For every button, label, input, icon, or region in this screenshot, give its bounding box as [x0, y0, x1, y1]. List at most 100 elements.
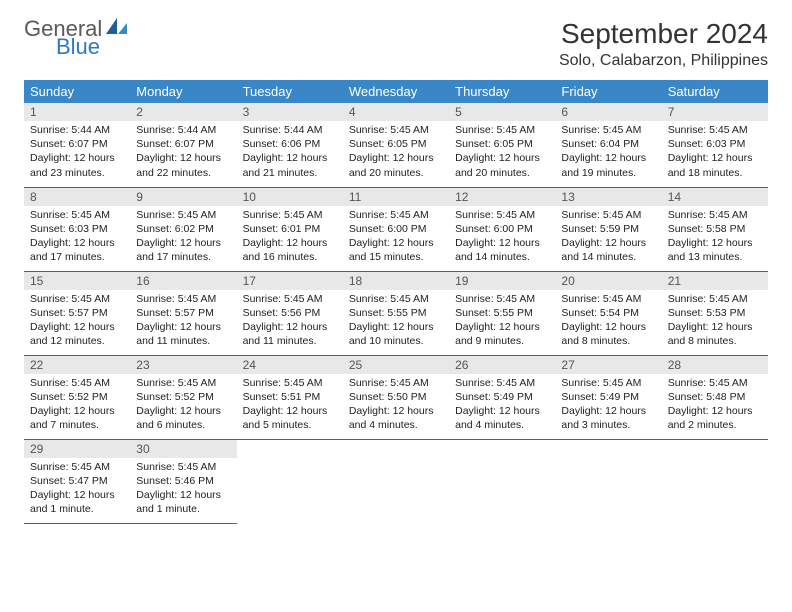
calendar-cell: 10Sunrise: 5:45 AMSunset: 6:01 PMDayligh…	[237, 187, 343, 271]
title-block: September 2024 Solo, Calabarzon, Philipp…	[559, 18, 768, 70]
calendar-row: 29Sunrise: 5:45 AMSunset: 5:47 PMDayligh…	[24, 439, 768, 523]
calendar-row: 1Sunrise: 5:44 AMSunset: 6:07 PMDaylight…	[24, 103, 768, 187]
day-number: 13	[555, 188, 661, 206]
calendar-cell: 25Sunrise: 5:45 AMSunset: 5:50 PMDayligh…	[343, 355, 449, 439]
calendar-cell	[449, 439, 555, 523]
calendar-cell: 13Sunrise: 5:45 AMSunset: 5:59 PMDayligh…	[555, 187, 661, 271]
day-content: Sunrise: 5:45 AMSunset: 6:00 PMDaylight:…	[343, 206, 449, 271]
day-number: 10	[237, 188, 343, 206]
day-number: 8	[24, 188, 130, 206]
calendar-cell: 21Sunrise: 5:45 AMSunset: 5:53 PMDayligh…	[662, 271, 768, 355]
day-content: Sunrise: 5:45 AMSunset: 5:51 PMDaylight:…	[237, 374, 343, 439]
day-number: 11	[343, 188, 449, 206]
calendar-cell: 30Sunrise: 5:45 AMSunset: 5:46 PMDayligh…	[130, 439, 236, 523]
day-content: Sunrise: 5:45 AMSunset: 5:55 PMDaylight:…	[449, 290, 555, 355]
day-number: 14	[662, 188, 768, 206]
day-number: 12	[449, 188, 555, 206]
day-number: 26	[449, 356, 555, 374]
day-content: Sunrise: 5:45 AMSunset: 6:02 PMDaylight:…	[130, 206, 236, 271]
day-number: 3	[237, 103, 343, 121]
day-number: 15	[24, 272, 130, 290]
location: Solo, Calabarzon, Philippines	[559, 52, 768, 70]
weekday-header: Wednesday	[343, 80, 449, 103]
calendar-cell: 15Sunrise: 5:45 AMSunset: 5:57 PMDayligh…	[24, 271, 130, 355]
day-number: 18	[343, 272, 449, 290]
logo-text-blue: Blue	[56, 36, 100, 58]
calendar-table: SundayMondayTuesdayWednesdayThursdayFrid…	[24, 80, 768, 524]
weekday-header: Sunday	[24, 80, 130, 103]
calendar-cell: 6Sunrise: 5:45 AMSunset: 6:04 PMDaylight…	[555, 103, 661, 187]
calendar-cell	[662, 439, 768, 523]
calendar-cell: 27Sunrise: 5:45 AMSunset: 5:49 PMDayligh…	[555, 355, 661, 439]
calendar-cell: 18Sunrise: 5:45 AMSunset: 5:55 PMDayligh…	[343, 271, 449, 355]
calendar-cell	[555, 439, 661, 523]
day-content: Sunrise: 5:45 AMSunset: 5:52 PMDaylight:…	[130, 374, 236, 439]
day-content: Sunrise: 5:45 AMSunset: 5:54 PMDaylight:…	[555, 290, 661, 355]
day-number: 21	[662, 272, 768, 290]
day-content: Sunrise: 5:45 AMSunset: 5:49 PMDaylight:…	[449, 374, 555, 439]
day-number: 20	[555, 272, 661, 290]
day-number: 22	[24, 356, 130, 374]
day-content: Sunrise: 5:45 AMSunset: 5:46 PMDaylight:…	[130, 458, 236, 523]
day-content: Sunrise: 5:44 AMSunset: 6:07 PMDaylight:…	[130, 121, 236, 186]
day-content: Sunrise: 5:45 AMSunset: 5:47 PMDaylight:…	[24, 458, 130, 523]
day-number: 1	[24, 103, 130, 121]
calendar-row: 8Sunrise: 5:45 AMSunset: 6:03 PMDaylight…	[24, 187, 768, 271]
weekday-header-row: SundayMondayTuesdayWednesdayThursdayFrid…	[24, 80, 768, 103]
calendar-cell: 12Sunrise: 5:45 AMSunset: 6:00 PMDayligh…	[449, 187, 555, 271]
day-content: Sunrise: 5:45 AMSunset: 5:55 PMDaylight:…	[343, 290, 449, 355]
calendar-cell: 2Sunrise: 5:44 AMSunset: 6:07 PMDaylight…	[130, 103, 236, 187]
calendar-cell: 4Sunrise: 5:45 AMSunset: 6:05 PMDaylight…	[343, 103, 449, 187]
day-content: Sunrise: 5:45 AMSunset: 5:57 PMDaylight:…	[24, 290, 130, 355]
calendar-cell: 9Sunrise: 5:45 AMSunset: 6:02 PMDaylight…	[130, 187, 236, 271]
calendar-cell: 1Sunrise: 5:44 AMSunset: 6:07 PMDaylight…	[24, 103, 130, 187]
day-content: Sunrise: 5:45 AMSunset: 5:59 PMDaylight:…	[555, 206, 661, 271]
day-content: Sunrise: 5:45 AMSunset: 6:05 PMDaylight:…	[343, 121, 449, 186]
calendar-row: 15Sunrise: 5:45 AMSunset: 5:57 PMDayligh…	[24, 271, 768, 355]
day-content: Sunrise: 5:45 AMSunset: 5:53 PMDaylight:…	[662, 290, 768, 355]
day-number: 30	[130, 440, 236, 458]
day-number: 23	[130, 356, 236, 374]
day-number: 16	[130, 272, 236, 290]
day-number: 24	[237, 356, 343, 374]
day-number: 19	[449, 272, 555, 290]
day-content: Sunrise: 5:45 AMSunset: 6:01 PMDaylight:…	[237, 206, 343, 271]
weekday-header: Tuesday	[237, 80, 343, 103]
day-number: 27	[555, 356, 661, 374]
calendar-cell: 14Sunrise: 5:45 AMSunset: 5:58 PMDayligh…	[662, 187, 768, 271]
day-number: 17	[237, 272, 343, 290]
calendar-cell: 17Sunrise: 5:45 AMSunset: 5:56 PMDayligh…	[237, 271, 343, 355]
calendar-cell: 19Sunrise: 5:45 AMSunset: 5:55 PMDayligh…	[449, 271, 555, 355]
day-content: Sunrise: 5:45 AMSunset: 5:57 PMDaylight:…	[130, 290, 236, 355]
day-content: Sunrise: 5:45 AMSunset: 5:49 PMDaylight:…	[555, 374, 661, 439]
calendar-cell: 16Sunrise: 5:45 AMSunset: 5:57 PMDayligh…	[130, 271, 236, 355]
month-title: September 2024	[559, 18, 768, 50]
weekday-header: Friday	[555, 80, 661, 103]
header: General Blue September 2024 Solo, Calaba…	[24, 18, 768, 70]
day-content: Sunrise: 5:45 AMSunset: 6:03 PMDaylight:…	[662, 121, 768, 186]
day-content: Sunrise: 5:45 AMSunset: 6:04 PMDaylight:…	[555, 121, 661, 186]
day-content: Sunrise: 5:44 AMSunset: 6:07 PMDaylight:…	[24, 121, 130, 186]
calendar-cell: 8Sunrise: 5:45 AMSunset: 6:03 PMDaylight…	[24, 187, 130, 271]
day-number: 29	[24, 440, 130, 458]
day-content: Sunrise: 5:45 AMSunset: 6:05 PMDaylight:…	[449, 121, 555, 186]
calendar-cell: 23Sunrise: 5:45 AMSunset: 5:52 PMDayligh…	[130, 355, 236, 439]
day-content: Sunrise: 5:45 AMSunset: 5:52 PMDaylight:…	[24, 374, 130, 439]
calendar-cell: 28Sunrise: 5:45 AMSunset: 5:48 PMDayligh…	[662, 355, 768, 439]
calendar-cell: 22Sunrise: 5:45 AMSunset: 5:52 PMDayligh…	[24, 355, 130, 439]
calendar-cell	[237, 439, 343, 523]
day-content: Sunrise: 5:45 AMSunset: 5:48 PMDaylight:…	[662, 374, 768, 439]
calendar-cell: 11Sunrise: 5:45 AMSunset: 6:00 PMDayligh…	[343, 187, 449, 271]
day-content: Sunrise: 5:45 AMSunset: 6:03 PMDaylight:…	[24, 206, 130, 271]
day-number: 9	[130, 188, 236, 206]
calendar-cell: 26Sunrise: 5:45 AMSunset: 5:49 PMDayligh…	[449, 355, 555, 439]
day-content: Sunrise: 5:45 AMSunset: 5:58 PMDaylight:…	[662, 206, 768, 271]
day-number: 7	[662, 103, 768, 121]
day-content: Sunrise: 5:44 AMSunset: 6:06 PMDaylight:…	[237, 121, 343, 186]
calendar-cell: 3Sunrise: 5:44 AMSunset: 6:06 PMDaylight…	[237, 103, 343, 187]
day-content: Sunrise: 5:45 AMSunset: 5:50 PMDaylight:…	[343, 374, 449, 439]
day-number: 28	[662, 356, 768, 374]
logo: General Blue	[24, 18, 128, 58]
calendar-cell: 20Sunrise: 5:45 AMSunset: 5:54 PMDayligh…	[555, 271, 661, 355]
day-number: 2	[130, 103, 236, 121]
